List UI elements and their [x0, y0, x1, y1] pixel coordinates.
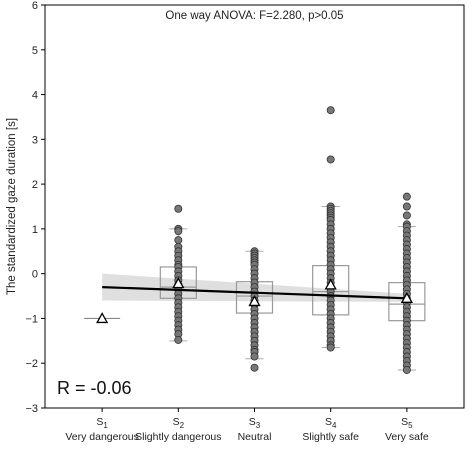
- x-tick-label: S2: [173, 416, 185, 430]
- x-category-name: Very safe: [385, 431, 429, 443]
- x-category-name: Very dangerous: [65, 431, 139, 443]
- y-tick-label: −3: [25, 403, 38, 415]
- correlation-annotation: R = -0.06: [57, 378, 132, 398]
- y-tick-label: 5: [32, 45, 38, 57]
- x-tick-label-subscript: 2: [180, 421, 185, 430]
- x-tick-label: S3: [249, 416, 261, 430]
- x-tick-label-subscript: 3: [256, 421, 261, 430]
- y-axis: −3 −2 −1 0 1 2 3 4 5 6: [25, 0, 45, 415]
- regression-layer: [102, 286, 407, 300]
- y-tick-label: −2: [25, 358, 38, 370]
- y-tick-label: 6: [32, 0, 38, 12]
- x-category-name: Neutral: [238, 431, 272, 443]
- data-point: [402, 365, 411, 374]
- x-tick-label: S5: [401, 416, 413, 430]
- regression-line: [102, 286, 407, 300]
- data-point: [326, 155, 335, 164]
- y-tick-label: 4: [32, 90, 38, 102]
- x-tick-label-main: S: [325, 416, 332, 428]
- mean-marker: [400, 291, 413, 303]
- data-point: [402, 202, 411, 211]
- x-category-name: Slightly safe: [302, 431, 359, 443]
- data-point: [402, 211, 411, 220]
- x-tick-label-subscript: 4: [332, 421, 337, 430]
- x-tick-label-main: S: [96, 416, 103, 428]
- data-point: [250, 352, 259, 361]
- y-axis-label: The standardized gaze duration [s]: [6, 118, 18, 295]
- data-point: [174, 236, 183, 245]
- data-point: [326, 343, 335, 352]
- chart-title: One way ANOVA: F=2.280, p>0.05: [165, 10, 343, 22]
- x-tick-label: S4: [325, 416, 337, 430]
- y-tick-label: 3: [32, 134, 38, 146]
- y-tick-label: 1: [32, 224, 38, 236]
- data-point: [174, 335, 183, 344]
- data-point: [250, 363, 259, 372]
- data-point: [174, 204, 183, 213]
- y-tick-label: 2: [32, 179, 38, 191]
- x-tick-label: S1: [96, 416, 108, 430]
- point-layer: [174, 106, 411, 374]
- mean-marker: [172, 277, 185, 289]
- mean-marker: [324, 278, 337, 290]
- x-tick-label-subscript: 5: [408, 421, 413, 430]
- x-tick-label-main: S: [173, 416, 180, 428]
- x-category-name: Slightly dangerous: [135, 431, 221, 443]
- data-point: [326, 106, 335, 115]
- mean-marker: [96, 312, 109, 324]
- data-point: [174, 227, 183, 236]
- mean-marker-layer: [96, 277, 413, 324]
- mean-marker: [248, 295, 261, 307]
- x-tick-label-subscript: 1: [103, 421, 108, 430]
- x-tick-label-main: S: [401, 416, 408, 428]
- x-tick-label-main: S: [249, 416, 256, 428]
- y-tick-label: −1: [25, 313, 38, 325]
- y-tick-label: 0: [32, 269, 38, 281]
- data-point: [402, 192, 411, 201]
